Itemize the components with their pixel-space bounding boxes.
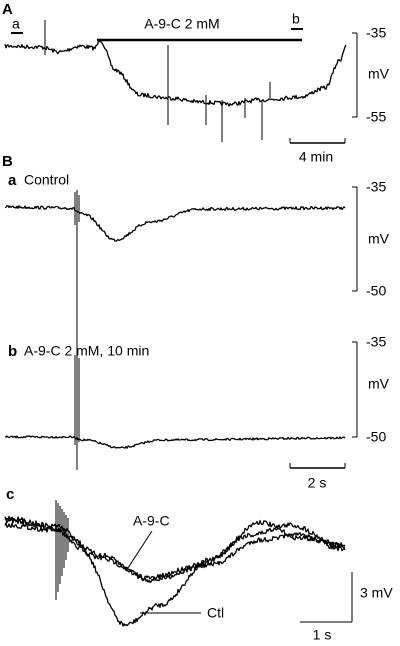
scale-label: -35 <box>366 25 386 41</box>
trace-label: Ctl <box>207 605 224 621</box>
scale-label: -50 <box>366 283 386 299</box>
scale-label: -50 <box>366 429 386 445</box>
marker: a <box>12 16 20 32</box>
panel-label: B <box>2 153 13 170</box>
label-leader <box>125 530 153 572</box>
subpanel-label: b <box>8 343 17 360</box>
subpanel-title: Control <box>24 172 69 188</box>
trace <box>4 38 347 107</box>
time-label: 2 s <box>308 475 327 491</box>
trace <box>4 204 346 242</box>
scale-unit: mV <box>368 66 390 82</box>
panel-label: c <box>6 486 14 503</box>
drug-label: A-9-C 2 mM <box>144 16 219 32</box>
scale-label: -35 <box>366 179 386 195</box>
trace-label: A-9-C <box>133 513 170 529</box>
scale-label: 1 s <box>313 627 332 643</box>
scale-label: -35 <box>366 334 386 350</box>
panel-label: A <box>2 1 13 18</box>
scale-unit: mV <box>368 231 390 247</box>
scale-label: 3 mV <box>360 585 393 601</box>
trace <box>5 435 346 449</box>
scale-label: -55 <box>366 109 386 125</box>
subpanel-label: a <box>8 172 17 189</box>
marker: b <box>292 11 300 27</box>
scale-unit: mV <box>368 376 390 392</box>
subpanel-title: A-9-C 2 mM, 10 min <box>24 343 149 359</box>
time-label: 4 min <box>299 149 333 165</box>
